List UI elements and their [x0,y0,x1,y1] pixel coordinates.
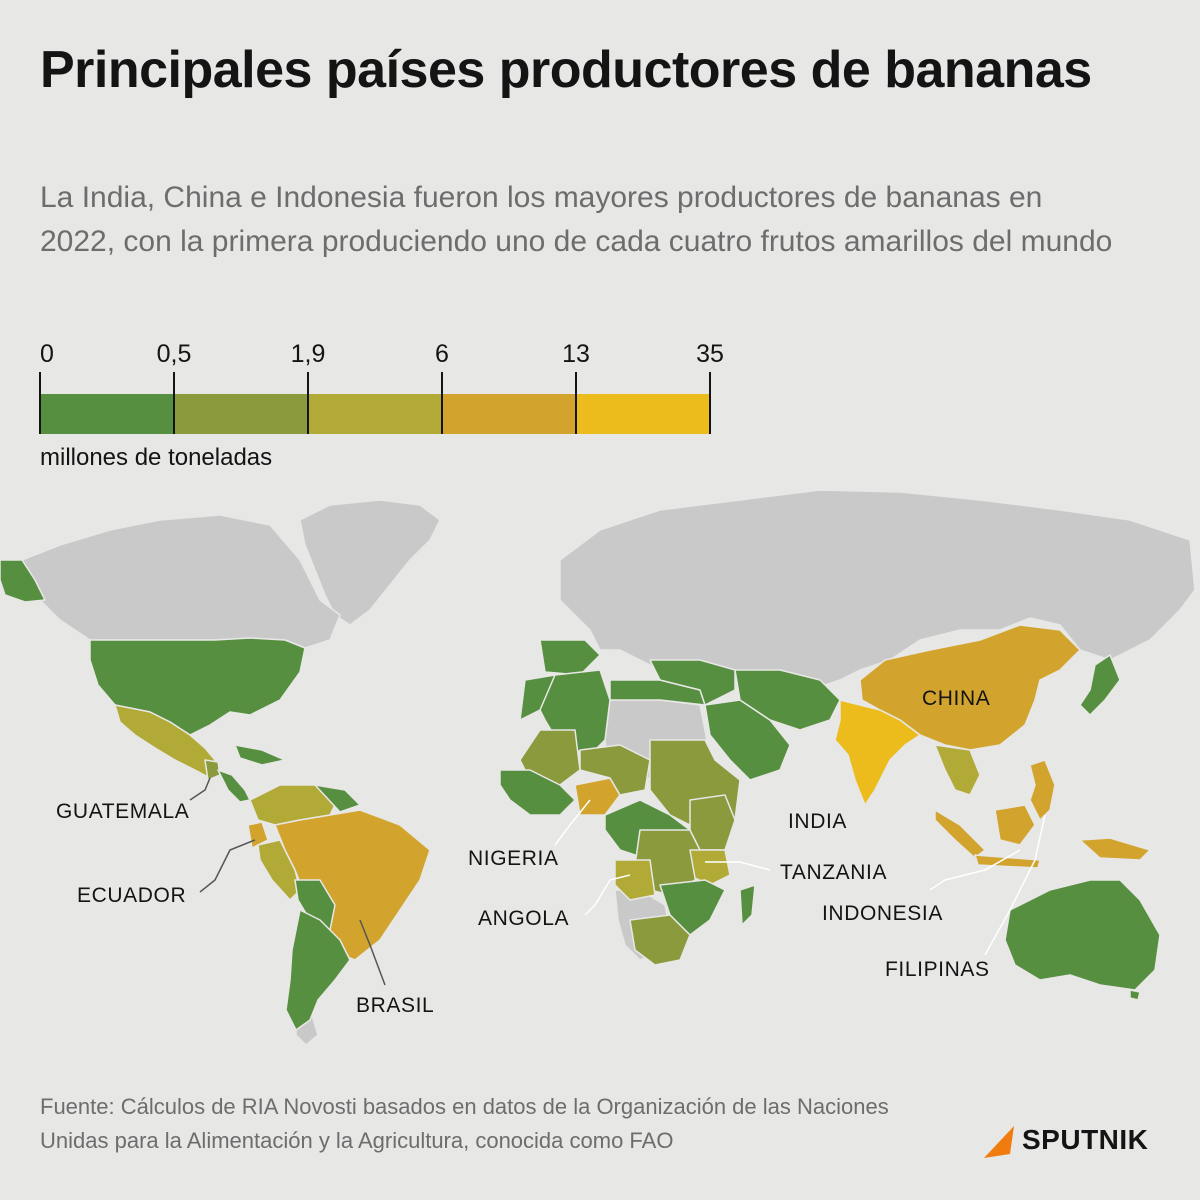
angola [614,859,656,901]
legend-tick [39,372,41,434]
madagascar [739,884,756,926]
legend-swatch-13-35 [576,394,710,434]
label-angola: ANGOLA [478,907,569,930]
tasmania [1129,989,1141,1001]
label-tanzania: TANZANIA [780,861,887,884]
canada [21,514,341,649]
indonesia-sumatra [934,809,986,859]
caribbean [234,744,286,766]
label-ecuador: ECUADOR [77,884,186,907]
legend-tick-label: 1,9 [290,340,326,368]
sputnik-logo-icon [984,1126,1014,1158]
label-india: INDIA [788,810,847,833]
east-africa [689,794,736,851]
page-subtitle: La India, China e Indonesia fueron los m… [40,181,1113,258]
legend-tick [441,372,443,434]
leader-brasil [359,919,386,986]
legend-swatch-0-0.5 [40,394,174,434]
color-legend: 0 0,5 1,9 6 13 35 millones de toneladas [39,340,740,480]
label-indonesia: INDONESIA [822,902,943,925]
leader-ecuador [199,839,256,893]
label-brasil: BRASIL [356,994,434,1017]
leader-lines [189,777,1046,986]
legend-tick [173,372,175,434]
leader-indonesia [929,849,1021,891]
iran-pakistan [734,669,841,731]
legend-swatch-1.9-6 [308,394,442,434]
legend-swatch-0.5-1.9 [174,394,308,434]
world-map: CHINA INDIA INDONESIA FILIPINAS TANZANIA… [0,490,1196,1046]
label-china: CHINA [922,687,990,710]
indonesia-borneo [994,804,1036,846]
new-guinea [1079,837,1151,861]
turkey-mideast [649,659,736,706]
legend-tick [575,372,577,434]
label-filipinas: FILIPINAS [885,958,990,981]
label-guatemala: GUATEMALA [56,800,189,823]
argentina-chile [285,909,351,1031]
leader-tanzania [705,861,771,871]
legend-tick-label: 35 [696,340,724,368]
greenland [299,499,441,626]
legend-unit-label: millones de toneladas [40,444,273,471]
central-america [217,769,251,803]
brand-name: SPUTNIK [1022,1124,1149,1155]
southeast-asia [934,744,981,796]
leader-angola [584,874,631,916]
legend-tick-label: 0,5 [156,340,192,368]
spain-portugal [539,639,601,676]
leader-guatemala [189,777,211,801]
legend-tick [307,372,309,434]
indonesia-java [974,854,1041,869]
japan [1079,654,1121,716]
northern-eurasia [559,490,1196,701]
sputnik-logo[interactable]: SPUTNIK [982,1120,1162,1164]
west-africa [499,769,576,816]
tanzania [689,849,731,886]
australia [1004,879,1161,991]
leader-filipinas [984,814,1046,956]
leader-nigeria [554,799,591,846]
niger-chad [579,744,651,796]
india [834,699,921,806]
legend-swatch-6-13 [442,394,576,434]
legend-tick [709,372,711,434]
legend-tick-label: 13 [562,340,590,368]
alaska [0,559,46,603]
filipinas [1029,759,1056,821]
label-nigeria: NIGERIA [468,847,559,870]
legend-tick-label: 0 [40,340,54,368]
page-title: Principales países productores de banana… [40,41,1092,99]
south-africa [629,914,691,966]
legend-tick-label: 6 [435,340,449,368]
source-note: Fuente: Cálculos de RIA Novosti basados … [40,1094,889,1153]
guianas [314,784,361,813]
